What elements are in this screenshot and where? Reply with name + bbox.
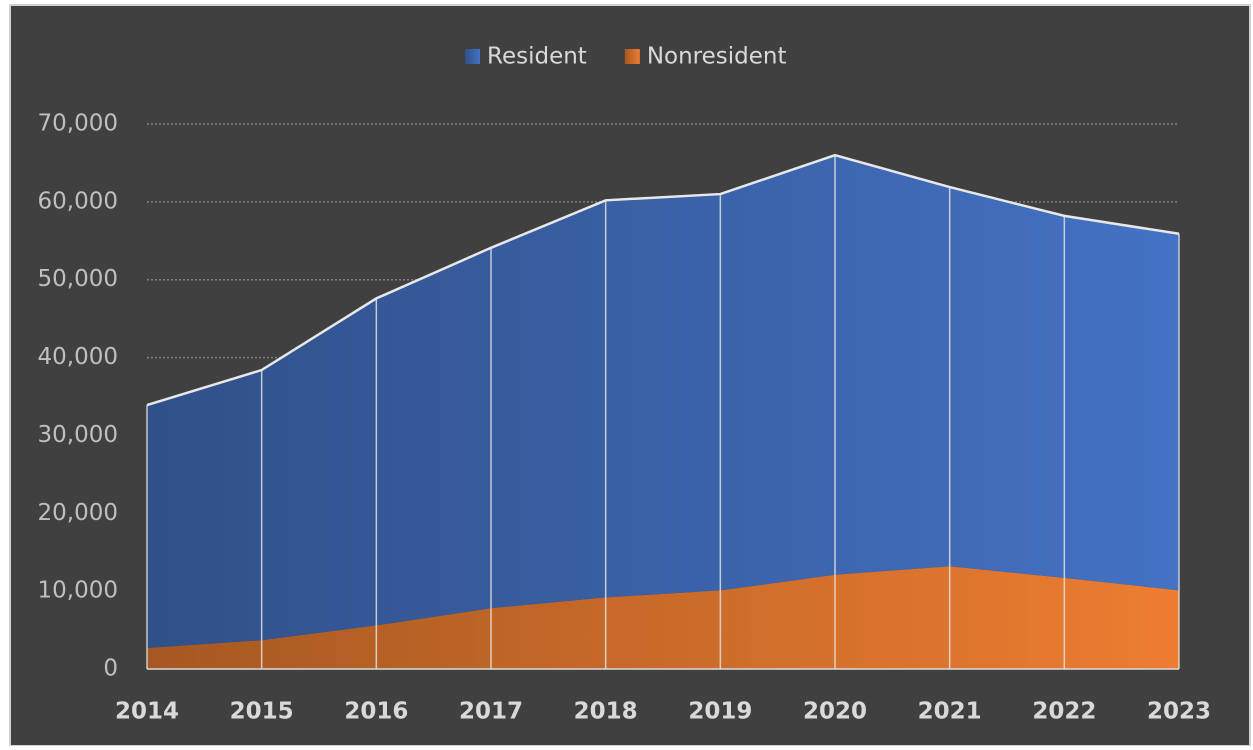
x-tick-label: 2016: [344, 699, 408, 725]
y-tick-label: 50,000: [38, 266, 118, 292]
y-tick-label: 10,000: [38, 578, 118, 604]
x-tick-label: 2017: [459, 699, 523, 725]
legend-label: Nonresident: [647, 44, 787, 70]
x-tick-label: 2018: [574, 699, 638, 725]
y-tick-label: 40,000: [38, 344, 118, 370]
x-tick-label: 2015: [230, 699, 294, 725]
x-tick-label: 2019: [688, 699, 752, 725]
x-tick-label: 2023: [1147, 699, 1211, 725]
y-tick-label: 60,000: [38, 188, 118, 214]
legend-swatch: [465, 49, 480, 64]
y-tick-label: 20,000: [38, 500, 118, 526]
x-tick-label: 2022: [1032, 699, 1096, 725]
x-tick-label: 2020: [803, 699, 867, 725]
legend-label: Resident: [487, 44, 587, 70]
y-tick-label: 30,000: [38, 422, 118, 448]
y-tick-label: 0: [103, 656, 118, 682]
top-edge: [146, 153, 1180, 407]
area: [147, 566, 1179, 669]
x-tick-label: 2021: [918, 699, 982, 725]
area: [147, 155, 1179, 648]
y-tick-label: 70,000: [38, 111, 118, 137]
legend-swatch: [624, 49, 640, 64]
x-tick-label: 2014: [115, 699, 179, 725]
